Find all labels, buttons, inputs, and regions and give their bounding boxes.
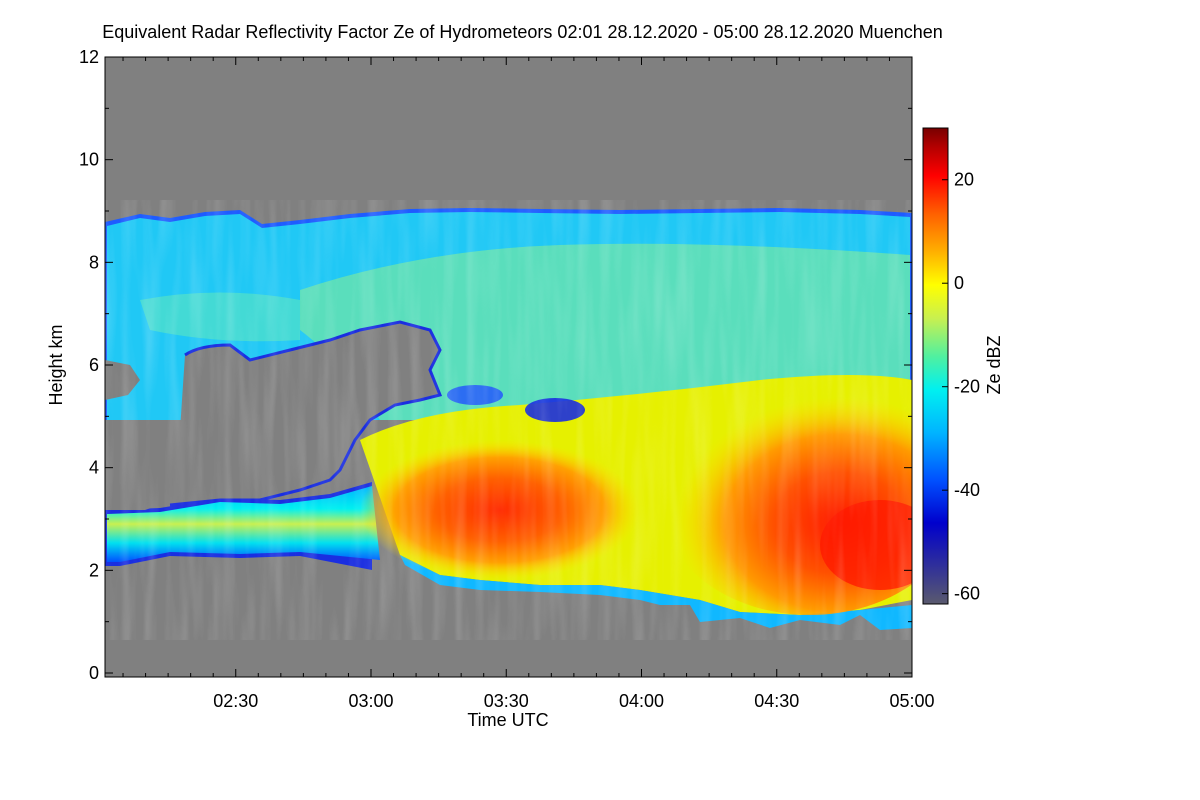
x-tick-label: 04:00 — [619, 691, 664, 711]
colorbar — [922, 127, 949, 605]
plot-frame — [104, 56, 913, 678]
x-axis-title: Time UTC — [467, 710, 548, 730]
y-axis: 0 2 4 6 8 10 12 — [79, 47, 912, 683]
colorbar-title: Ze dBZ — [984, 335, 1004, 394]
colorbar-tick-label: 20 — [954, 170, 974, 190]
x-tick-label: 05:00 — [889, 691, 934, 711]
chart-title: Equivalent Radar Reflectivity Factor Ze … — [102, 22, 943, 42]
colorbar-tick-label: -40 — [954, 480, 980, 500]
colorbar-tick-label: -20 — [954, 377, 980, 397]
y-tick-label: 0 — [89, 663, 99, 683]
x-tick-label: 04:30 — [754, 691, 799, 711]
x-tick-label: 03:00 — [348, 691, 393, 711]
y-tick-label: 4 — [89, 458, 99, 478]
y-tick-label: 6 — [89, 355, 99, 375]
colorbar-tick-label: 0 — [954, 273, 964, 293]
colorbar-axis: -60 -40 -20 0 20 — [942, 170, 980, 604]
x-axis: 02:30 03:00 03:30 04:00 04:30 05:00 — [122, 57, 935, 711]
x-tick-label: 02:30 — [213, 691, 258, 711]
y-tick-label: 12 — [79, 47, 99, 67]
y-tick-label: 10 — [79, 150, 99, 170]
reflectivity-field — [105, 200, 912, 640]
colorbar-tick-label: -60 — [954, 584, 980, 604]
y-tick-label: 8 — [89, 252, 99, 272]
y-axis-title: Height km — [46, 324, 66, 405]
y-tick-label: 2 — [89, 560, 99, 580]
x-tick-label: 03:30 — [484, 691, 529, 711]
